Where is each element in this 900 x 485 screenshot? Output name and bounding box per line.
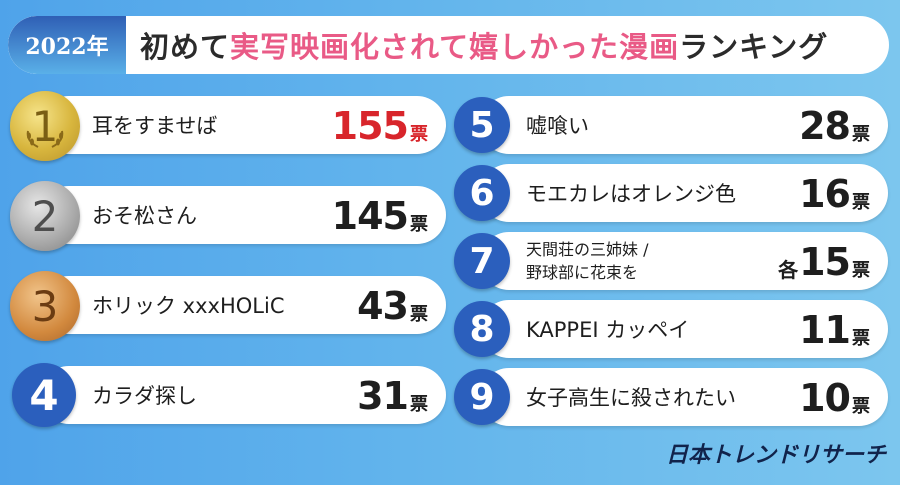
silver-medal-icon: 2 xyxy=(10,181,80,251)
rank-number: 8 xyxy=(469,308,495,350)
year-badge: 2022年 xyxy=(8,16,126,74)
vote-count: 145 票 xyxy=(332,186,428,244)
ranking-title: カラダ探し xyxy=(92,384,197,408)
vote-unit: 票 xyxy=(410,394,428,415)
ranking-title: モエカレはオレンジ色 xyxy=(526,182,736,206)
title-prefix: 初めて xyxy=(140,30,231,64)
rank-badge: 5 xyxy=(454,97,510,153)
rank-number: 2 xyxy=(31,191,59,241)
vote-count: 155 票 xyxy=(332,96,428,154)
vote-number: 145 xyxy=(331,194,409,238)
rank-badge: 8 xyxy=(454,301,510,357)
bronze-medal-icon: 3 xyxy=(10,271,80,341)
rank-number: 3 xyxy=(31,281,59,331)
rank-number: 6 xyxy=(469,172,495,214)
vote-unit: 票 xyxy=(410,304,428,325)
ranking-title: ホリック xxxHOLiC xyxy=(92,294,285,318)
page-title: 初めて 実写映画化されて嬉しかった漫画 ランキング xyxy=(140,16,828,74)
rank-number: 1 xyxy=(31,101,59,151)
ranking-title: 女子高生に殺されたい xyxy=(526,386,736,410)
vote-count: 16 票 xyxy=(799,164,870,222)
vote-number: 11 xyxy=(799,308,851,352)
laurel-icon xyxy=(26,130,64,148)
vote-count: 各 15 票 xyxy=(778,232,870,290)
gold-medal-icon: 1 xyxy=(10,91,80,161)
vote-count: 43 票 xyxy=(357,276,428,334)
rank-number: 7 xyxy=(469,240,495,282)
vote-count: 31 票 xyxy=(357,366,428,424)
rank-badge: 4 xyxy=(12,363,76,427)
ranking-item-2: おそ松さん 145 票 xyxy=(40,186,446,244)
vote-count: 28 票 xyxy=(799,96,870,154)
vote-unit: 票 xyxy=(410,124,428,145)
vote-number: 15 xyxy=(799,240,851,284)
ranking-item-5: 嘘喰い 28 票 xyxy=(480,96,888,154)
vote-unit: 票 xyxy=(852,124,870,145)
ranking-title: 嘘喰い xyxy=(526,114,589,138)
ranking-item-9: 女子高生に殺されたい 10 票 xyxy=(480,368,888,426)
vote-count: 11 票 xyxy=(799,300,870,358)
ranking-title: KAPPEI カッペイ xyxy=(526,318,690,342)
ranking-item-4: カラダ探し 31 票 xyxy=(40,366,446,424)
vote-count: 10 票 xyxy=(799,368,870,426)
rank-badge: 9 xyxy=(454,369,510,425)
vote-unit: 票 xyxy=(852,328,870,349)
ranking-item-7: 天間荘の三姉妹 / 野球部に花束を 各 15 票 xyxy=(480,232,888,290)
ranking-item-3: ホリック xxxHOLiC 43 票 xyxy=(40,276,446,334)
ranking-title-line1: 天間荘の三姉妹 / xyxy=(526,240,649,259)
vote-number: 155 xyxy=(331,104,409,148)
rank-badge: 6 xyxy=(454,165,510,221)
vote-number: 31 xyxy=(357,374,409,418)
ranking-item-6: モエカレはオレンジ色 16 票 xyxy=(480,164,888,222)
rank-number: 4 xyxy=(29,370,59,420)
vote-unit: 票 xyxy=(410,214,428,235)
ranking-title: おそ松さん xyxy=(92,204,197,228)
vote-number: 16 xyxy=(799,172,851,216)
title-accent: 実写映画化されて嬉しかった漫画 xyxy=(230,30,680,64)
ranking-item-8: KAPPEI カッペイ 11 票 xyxy=(480,300,888,358)
title-bar: 2022年 初めて 実写映画化されて嬉しかった漫画 ランキング xyxy=(8,16,889,74)
rank-number: 5 xyxy=(469,104,495,146)
vote-number: 43 xyxy=(357,284,409,328)
vote-unit: 票 xyxy=(852,192,870,213)
vote-number: 10 xyxy=(799,376,851,420)
title-suffix: ランキング xyxy=(679,30,829,64)
brand-logo: 日本トレンドリサーチ xyxy=(665,443,886,468)
rank-number: 9 xyxy=(469,376,495,418)
vote-prefix: 各 xyxy=(778,258,799,282)
ranking-title: 耳をすませば xyxy=(92,114,218,138)
vote-unit: 票 xyxy=(852,260,870,281)
ranking-title-line2: 野球部に花束を xyxy=(526,263,639,282)
vote-number: 28 xyxy=(799,104,851,148)
ranking-item-1: 耳をすませば 155 票 xyxy=(40,96,446,154)
rank-badge: 7 xyxy=(454,233,510,289)
vote-unit: 票 xyxy=(852,396,870,417)
ranking-title: 天間荘の三姉妹 / 野球部に花束を xyxy=(526,232,648,290)
